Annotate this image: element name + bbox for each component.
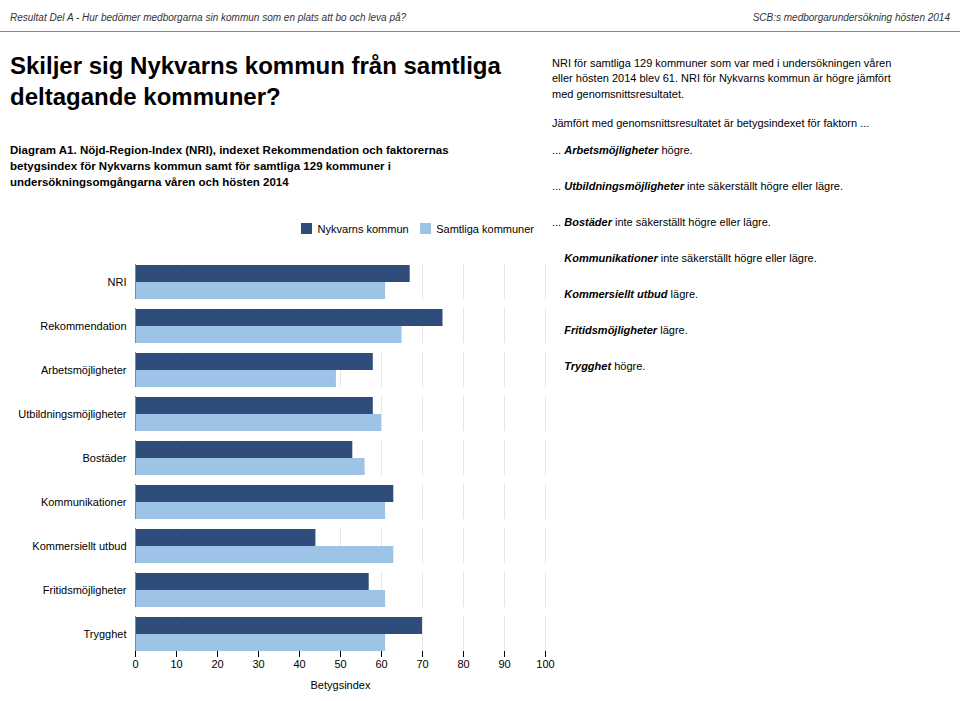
svg-text:70: 70	[416, 658, 428, 670]
svg-text:Arbetsmöjligheter: Arbetsmöjligheter	[41, 363, 127, 375]
svg-text:10: 10	[170, 658, 182, 670]
html-text:... Bostäder inte säkerställt: ... Bostäder inte säkerställt högre elle…	[552, 216, 771, 228]
svg-text:60: 60	[375, 658, 387, 670]
svg-text:Utbildningsmöjligheter: Utbildningsmöjligheter	[18, 407, 127, 419]
svg-text:100: 100	[536, 658, 554, 670]
html-text:Skiljer sig Nykvarns kommun fr: Skiljer sig Nykvarns kommun från samtlig…	[10, 52, 501, 111]
html-text:... Kommunikationer inte säker: ... Kommunikationer inte säkerställt hög…	[552, 252, 817, 264]
html-text:Diagram A1. Nöjd-Region-Index: Diagram A1. Nöjd-Region-Index (NRI), ind…	[10, 144, 449, 189]
html-text:3: 3	[476, 679, 484, 694]
svg-text:NRI: NRI	[108, 275, 127, 287]
svg-text:Bostäder: Bostäder	[82, 451, 126, 463]
svg-text:80: 80	[457, 658, 469, 670]
html-text:... Trygghet högre.: ... Trygghet högre.	[552, 360, 646, 372]
svg-text:30: 30	[252, 658, 264, 670]
svg-text:Kommunikationer: Kommunikationer	[41, 495, 127, 507]
html-text:NRI för samtliga 129 kommuner: NRI för samtliga 129 kommuner som var me…	[552, 57, 892, 100]
html-text:... Arbetsmöjligheter högre.: ... Arbetsmöjligheter högre.	[552, 144, 693, 156]
svg-text:Fritidsmöjligheter: Fritidsmöjligheter	[43, 583, 127, 595]
html-text:... Fritidsmöjligheter lägre.: ... Fritidsmöjligheter lägre.	[552, 324, 688, 336]
svg-text:Betygsindex: Betygsindex	[311, 678, 371, 690]
html-text:Nykvarns kommun: Nykvarns kommun	[317, 222, 409, 235]
svg-text:50: 50	[334, 658, 346, 670]
svg-text:20: 20	[211, 658, 223, 670]
html-text:Resultat Del A - Hur bedömer m: Resultat Del A - Hur bedömer medborgarna…	[10, 12, 407, 23]
svg-text:0: 0	[132, 658, 138, 670]
svg-text:40: 40	[293, 658, 305, 670]
svg-text:90: 90	[498, 658, 510, 670]
html-text:Jämfört med genomsnittsresulta: Jämfört med genomsnittsresultatet är bet…	[552, 117, 870, 129]
html-text:... Utbildningsmöjligheter int: ... Utbildningsmöjligheter inte säkerstä…	[552, 180, 843, 192]
svg-text:Trygghet: Trygghet	[83, 627, 126, 639]
svg-text:Rekommendation: Rekommendation	[40, 319, 126, 331]
html-text:SCB:s medborgarundersökning hö: SCB:s medborgarundersökning hösten 2014	[752, 12, 950, 23]
svg-text:Kommersiellt utbud: Kommersiellt utbud	[32, 539, 126, 551]
html-text:... Kommersiellt utbud lägre.: ... Kommersiellt utbud lägre.	[552, 288, 699, 300]
html-text:Samtliga kommuner: Samtliga kommuner	[436, 222, 534, 235]
